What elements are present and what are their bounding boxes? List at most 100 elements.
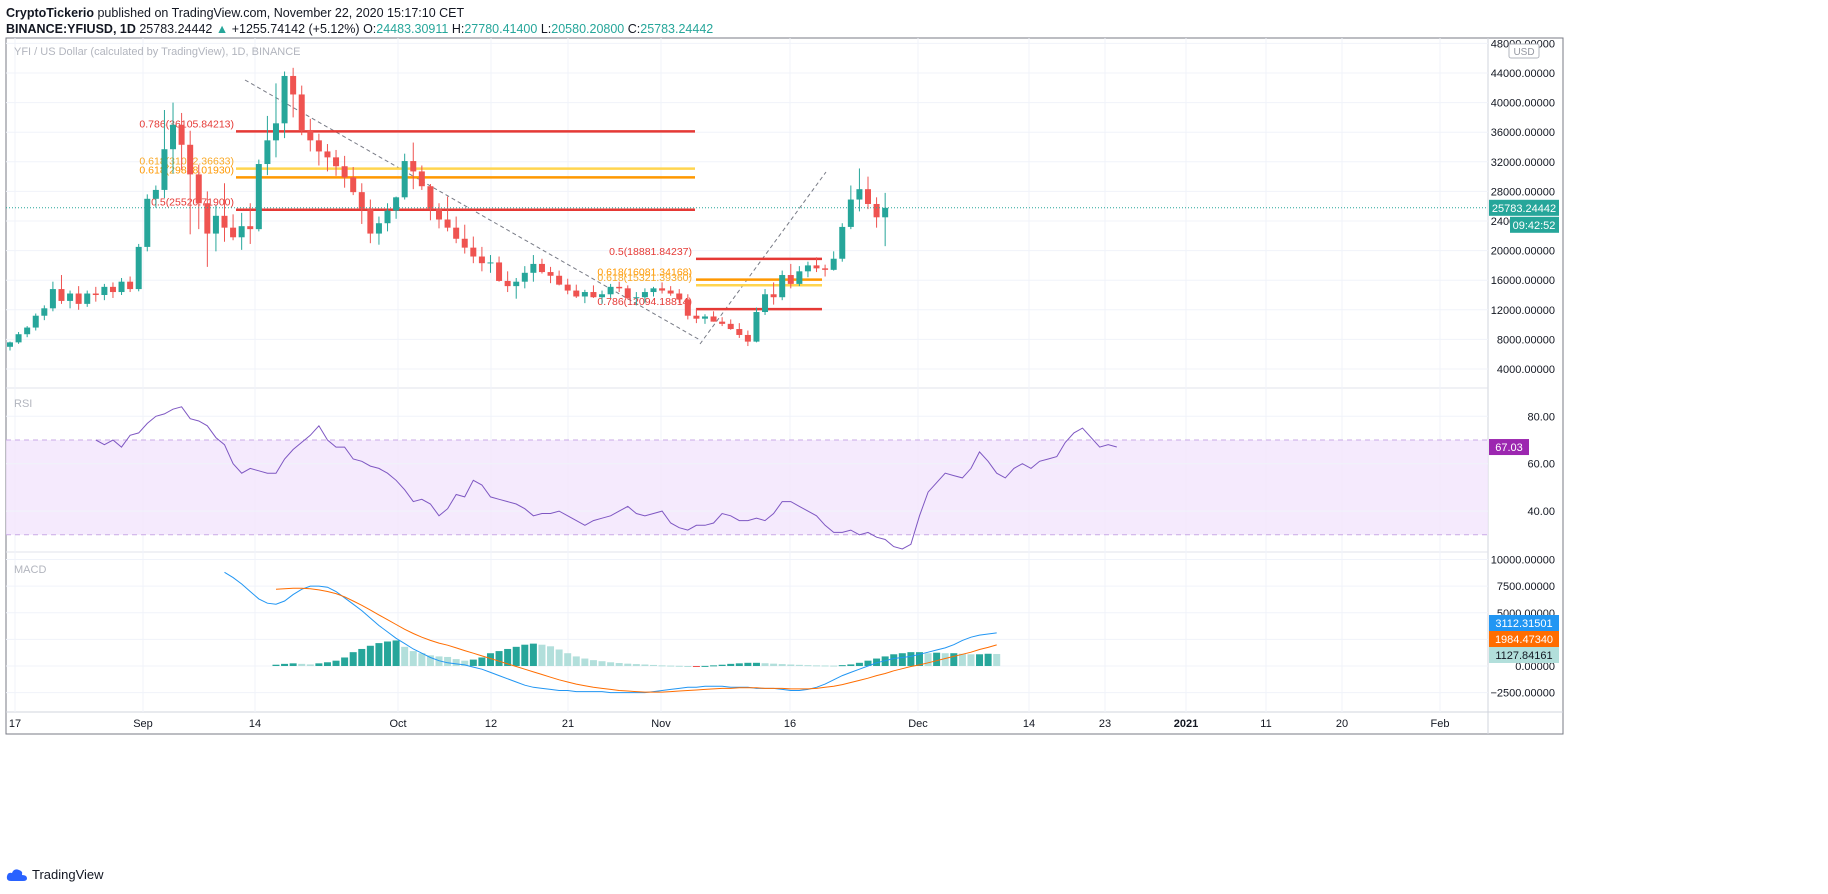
macd-line	[224, 571, 997, 694]
macd-histogram-bar	[873, 658, 881, 666]
candle-body	[187, 144, 194, 175]
macd-histogram-bar	[401, 646, 409, 666]
candle-body	[298, 94, 305, 130]
candle	[581, 289, 588, 304]
candle	[204, 191, 211, 267]
candle-body	[230, 227, 237, 238]
candle	[659, 282, 666, 294]
macd-histogram-bar	[418, 653, 426, 666]
candle	[367, 199, 374, 244]
publisher-name: CryptoTickerio	[6, 6, 94, 20]
close-value: 25783.24442	[640, 22, 714, 36]
candle-body	[170, 124, 177, 150]
candle-body	[461, 238, 468, 248]
candle-body	[410, 161, 417, 172]
macd-histogram-bar	[486, 653, 494, 666]
candle-body	[281, 75, 288, 124]
candle	[401, 153, 408, 200]
candle	[607, 283, 614, 298]
rsi-value-box	[1489, 439, 1529, 456]
ohlc-line: BINANCE:YFIUSD, 1D 25783.24442 ▲ +1255.7…	[6, 22, 713, 36]
candle-body	[590, 292, 597, 298]
candle	[865, 176, 871, 210]
candle-body	[607, 286, 614, 295]
macd-histogram-bar	[495, 651, 503, 666]
macd-histogram-bar	[804, 665, 812, 667]
candle	[478, 246, 485, 272]
signal-value-badge: 1984.47340	[1489, 631, 1559, 647]
candle	[264, 115, 271, 176]
macd-histogram-bar	[778, 664, 786, 666]
candle	[75, 286, 82, 310]
candle	[135, 243, 142, 292]
macd-histogram-bar	[718, 664, 726, 666]
candle-body	[564, 284, 571, 291]
candle-body	[865, 189, 871, 204]
candle-body	[847, 199, 854, 227]
histogram-value-box	[1489, 647, 1559, 663]
macd-histogram-bar	[898, 653, 906, 666]
candle-body	[436, 209, 442, 220]
candle-body	[41, 308, 48, 316]
x-tick-label: 20	[1336, 718, 1348, 730]
macd-histogram-bar	[469, 659, 477, 666]
candle-body	[341, 166, 348, 178]
macd-histogram-bar	[409, 651, 417, 666]
candle	[298, 85, 305, 136]
candle	[178, 112, 185, 170]
x-tick-label: 17	[9, 718, 21, 730]
currency-label: USD	[1513, 47, 1534, 58]
candle-body	[212, 215, 219, 234]
candle-body	[779, 275, 786, 298]
candle	[221, 183, 228, 242]
price-tick-label: 4000.00000	[1497, 364, 1555, 376]
macd-histogram-bar	[598, 661, 606, 666]
candle-body	[804, 265, 811, 272]
x-tick-label: 11	[1260, 718, 1271, 730]
price-change: +1255.74142 (+5.12%)	[231, 22, 360, 36]
candle-body	[530, 263, 537, 273]
macd-histogram-bar	[444, 656, 452, 666]
macd-histogram-bar	[684, 666, 692, 667]
fib-level: 0.5(25520.71900)	[151, 197, 695, 211]
candle-body	[513, 281, 520, 287]
macd-histogram-bar	[667, 665, 675, 667]
candle	[753, 307, 760, 343]
candle-body	[753, 312, 760, 342]
candle-body	[307, 129, 314, 141]
candle	[796, 266, 803, 287]
macd-histogram-bar	[281, 663, 289, 666]
candle-body	[49, 289, 56, 309]
candle-body	[616, 286, 623, 289]
candle	[787, 263, 794, 289]
tradingview-footer[interactable]: TradingView	[6, 867, 104, 882]
candle	[24, 326, 31, 338]
candle	[882, 192, 889, 247]
x-tick-label: Oct	[389, 718, 406, 730]
candle-body	[135, 246, 142, 290]
candle-body	[358, 192, 365, 210]
macd-histogram-bar	[915, 652, 923, 666]
rsi-value-label: 67.03	[1495, 442, 1523, 454]
macd-tick-label: 10000.00000	[1491, 555, 1555, 567]
footer-brand: TradingView	[32, 867, 104, 882]
candle-body	[487, 262, 494, 264]
candle	[32, 313, 39, 331]
candle-body	[375, 223, 382, 234]
candle	[358, 183, 365, 224]
candle-body	[676, 293, 683, 300]
last-price-value: 25783.24442	[1492, 203, 1556, 215]
candle	[427, 184, 434, 221]
candle-body	[719, 321, 726, 324]
signal-line	[275, 587, 997, 693]
candle	[521, 266, 528, 289]
candle-body	[641, 292, 648, 298]
macd-histogram-bar	[658, 665, 666, 667]
low-value: 20580.20800	[551, 22, 625, 36]
candle-body	[813, 265, 820, 269]
macd-histogram-bar	[710, 665, 718, 667]
candle	[684, 294, 691, 320]
signal-value-label: 1984.47340	[1495, 634, 1553, 646]
candle-body	[264, 140, 271, 165]
